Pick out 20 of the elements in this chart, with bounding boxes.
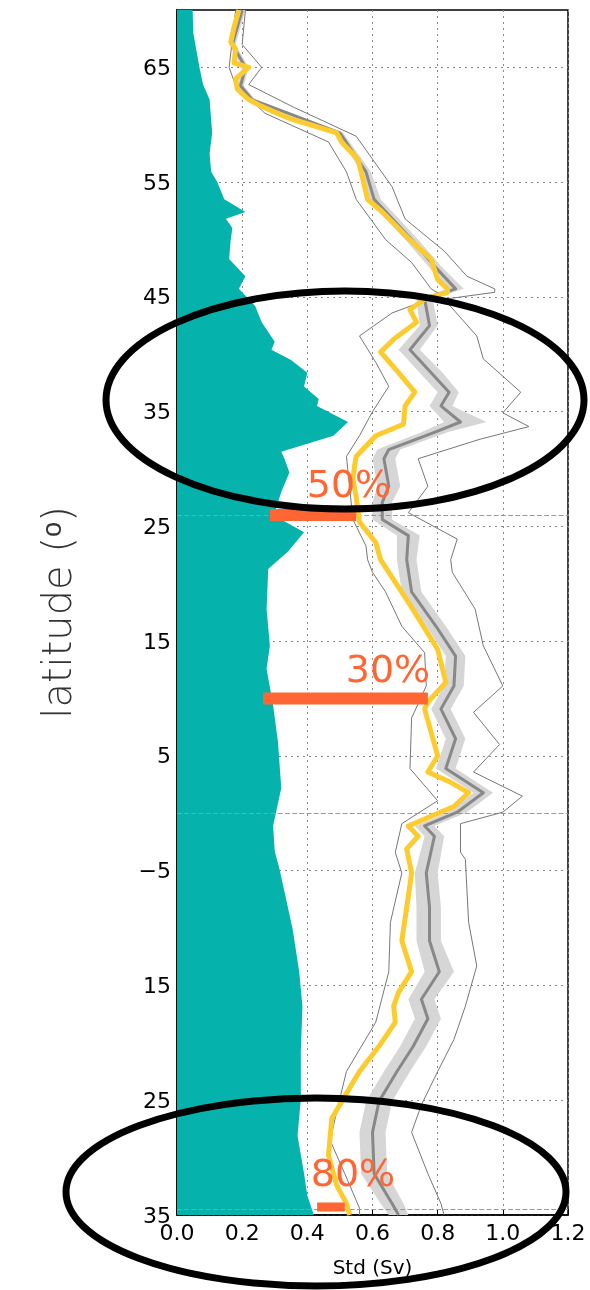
y-tick-label: 45 <box>143 284 171 310</box>
y-tick-label: 15 <box>143 972 171 998</box>
y-tick-label: 55 <box>143 169 171 195</box>
x-tick-label: 0.2 <box>224 1219 260 1245</box>
y-tick-label: 65 <box>143 54 171 80</box>
y-tick-label: 25 <box>143 513 171 539</box>
x-tick-label: 0.6 <box>355 1219 390 1245</box>
y-axis-title: latitude (ᵒ) <box>34 506 80 719</box>
annotation: 30% <box>345 647 431 691</box>
x-axis-title: Std (Sv) <box>332 1255 413 1279</box>
y-tick-label: 25 <box>143 1087 171 1113</box>
line-series <box>241 9 530 1216</box>
x-tick-label: 1.0 <box>485 1219 521 1245</box>
y-tick-label: 35 <box>143 399 171 425</box>
x-tick-label: 0.8 <box>420 1219 456 1245</box>
y-tick-label: 5 <box>157 743 171 769</box>
y-tick-label: −5 <box>138 858 171 884</box>
x-tick-label: 1.2 <box>550 1219 586 1245</box>
x-tick-label: 0.4 <box>289 1219 325 1245</box>
y-tick-label: 15 <box>143 628 171 654</box>
